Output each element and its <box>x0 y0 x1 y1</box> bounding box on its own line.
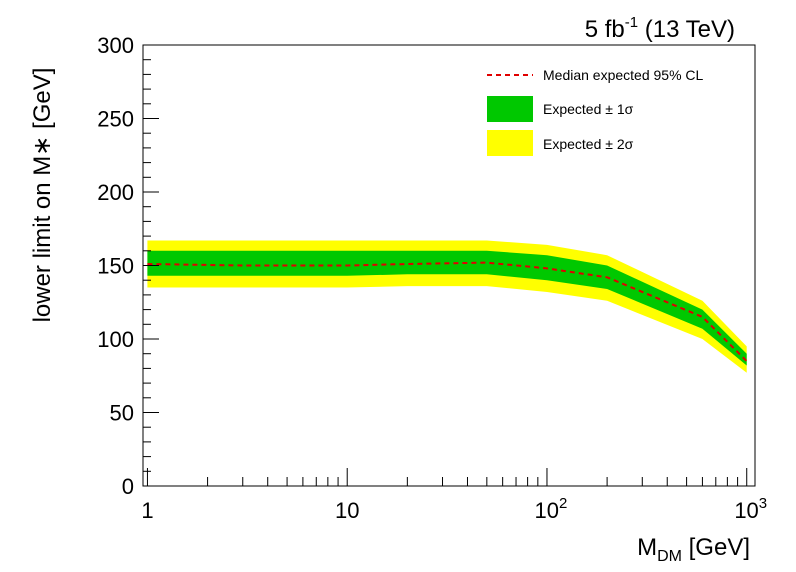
legend-one-sigma-swatch <box>487 96 533 122</box>
x-tick-label: 103 <box>734 495 767 523</box>
y-tick-label: 150 <box>97 254 134 279</box>
x-axis: 1 10 102 103 <box>141 468 767 523</box>
x-tick-label: 102 <box>535 495 568 523</box>
one-sigma-band <box>147 250 747 366</box>
x-tick-label: 10 <box>335 498 359 523</box>
y-tick-label: 50 <box>110 401 134 426</box>
y-axis-title: lower limit on M∗ [GeV] <box>29 68 56 323</box>
legend-two-sigma-label: Expected ± 2σ <box>543 136 634 152</box>
bands-layer <box>147 240 747 373</box>
y-tick-label: 100 <box>97 327 134 352</box>
y-tick-label: 200 <box>97 180 134 205</box>
x-tick-label: 1 <box>141 498 153 523</box>
legend-median-label: Median expected 95% CL <box>543 67 704 83</box>
median-expected-line <box>147 261 748 362</box>
chart-title: 5 fb-1 (13 TeV) <box>585 14 735 43</box>
y-axis: 0 50 100 150 200 250 300 <box>97 33 159 499</box>
legend-two-sigma-swatch <box>487 130 533 156</box>
legend: Median expected 95% CL Expected ± 1σ Exp… <box>487 67 704 156</box>
legend-one-sigma-label: Expected ± 1σ <box>543 101 634 117</box>
median-layer <box>147 261 748 362</box>
x-axis-title: MDM [GeV] <box>637 534 750 565</box>
y-tick-label: 300 <box>97 33 134 58</box>
y-tick-label: 250 <box>97 107 134 132</box>
y-tick-label: 0 <box>122 474 134 499</box>
